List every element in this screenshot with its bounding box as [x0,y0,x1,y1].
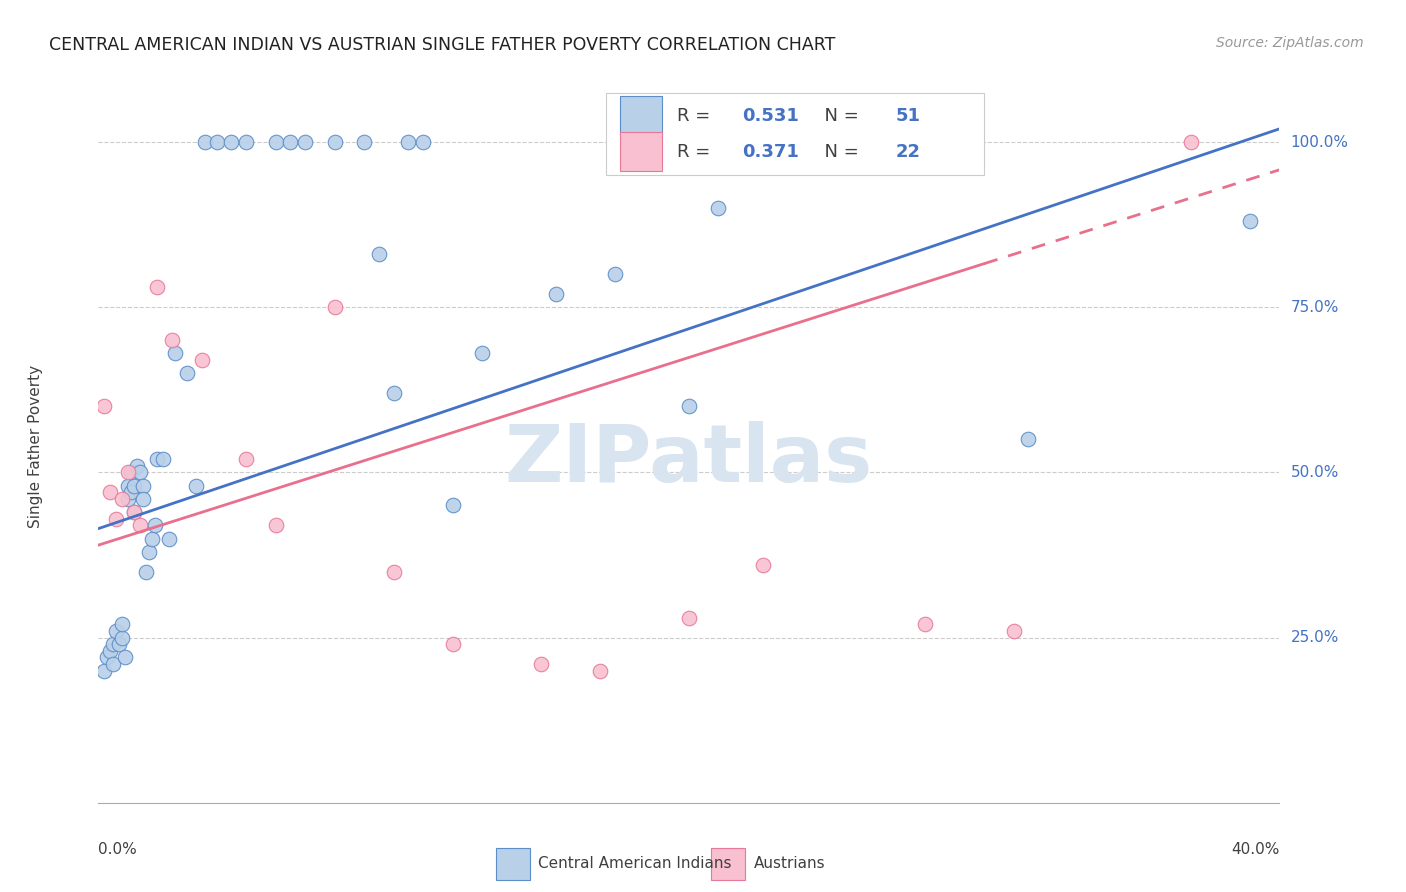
Point [111,631,134,645]
Text: Central American Indians: Central American Indians [538,855,733,871]
Text: 50.0%: 50.0% [1291,465,1339,480]
Point [96,650,118,665]
Point [103,657,125,671]
Point [176,367,198,381]
Point [205,135,228,149]
Bar [620,96,662,136]
Point [146,452,169,467]
Point [589,664,612,678]
Point [122,478,145,492]
Point [105,511,128,525]
Point [398,135,420,149]
Point [530,657,553,671]
Point [264,135,287,149]
Point [441,637,464,651]
Point [914,617,936,632]
Bar [620,132,662,171]
Text: 22: 22 [896,143,921,161]
Point [382,386,405,401]
Point [128,518,150,533]
Bar [496,848,530,880]
Point [125,458,148,473]
Point [235,452,257,467]
Text: 0.531: 0.531 [742,107,799,125]
Point [280,135,302,149]
Point [1180,135,1202,149]
Point [152,452,174,467]
Text: 25.0%: 25.0% [1291,630,1339,645]
Point [162,333,183,347]
Point [122,505,145,519]
Text: Austrians: Austrians [754,855,825,871]
Point [98,485,121,500]
Point [157,532,180,546]
Bar [711,848,745,880]
Point [132,478,155,492]
Text: Single Father Poverty: Single Father Poverty [28,365,44,527]
Point [111,491,134,506]
Point [138,545,160,559]
Point [235,135,257,149]
Text: 0.371: 0.371 [742,143,799,161]
Text: N =: N = [813,107,865,125]
Point [103,637,125,651]
Point [117,491,139,506]
Point [114,650,136,665]
Point [120,485,142,500]
Text: CENTRAL AMERICAN INDIAN VS AUSTRIAN SINGLE FATHER POVERTY CORRELATION CHART: CENTRAL AMERICAN INDIAN VS AUSTRIAN SING… [49,36,835,54]
Point [146,280,169,294]
Point [93,400,115,414]
Point [605,267,627,281]
Point [132,491,155,506]
Text: Source: ZipAtlas.com: Source: ZipAtlas.com [1216,36,1364,50]
Text: 75.0%: 75.0% [1291,300,1339,315]
Point [1239,214,1261,228]
Point [752,558,775,572]
Point [678,400,700,414]
Point [194,135,217,149]
Text: R =: R = [678,107,716,125]
Point [122,505,145,519]
Point [117,466,139,480]
Point [135,565,157,579]
Point [143,518,166,533]
Point [1002,624,1025,638]
Point [707,201,730,215]
Point [221,135,243,149]
Point [93,664,115,678]
Point [678,611,700,625]
Point [382,565,405,579]
Point [184,478,207,492]
Point [412,135,434,149]
Point [264,518,287,533]
Text: 100.0%: 100.0% [1291,135,1348,150]
Text: 0.0%: 0.0% [98,842,138,856]
Point [368,247,391,261]
Point [165,346,187,360]
Point [105,624,128,638]
Point [191,353,214,368]
Text: 51: 51 [896,107,921,125]
Point [323,135,346,149]
Point [117,478,139,492]
Point [108,637,131,651]
Text: N =: N = [813,143,865,161]
Point [441,499,464,513]
Point [1018,433,1040,447]
FancyBboxPatch shape [606,93,984,175]
Point [323,300,346,314]
Point [111,617,134,632]
Point [141,532,163,546]
Point [294,135,316,149]
Text: 40.0%: 40.0% [1232,842,1279,856]
Point [353,135,375,149]
Point [120,466,142,480]
Point [546,287,568,301]
Text: R =: R = [678,143,716,161]
Point [98,644,121,658]
Text: ZIPatlas: ZIPatlas [505,421,873,500]
Point [471,346,494,360]
Point [128,466,150,480]
